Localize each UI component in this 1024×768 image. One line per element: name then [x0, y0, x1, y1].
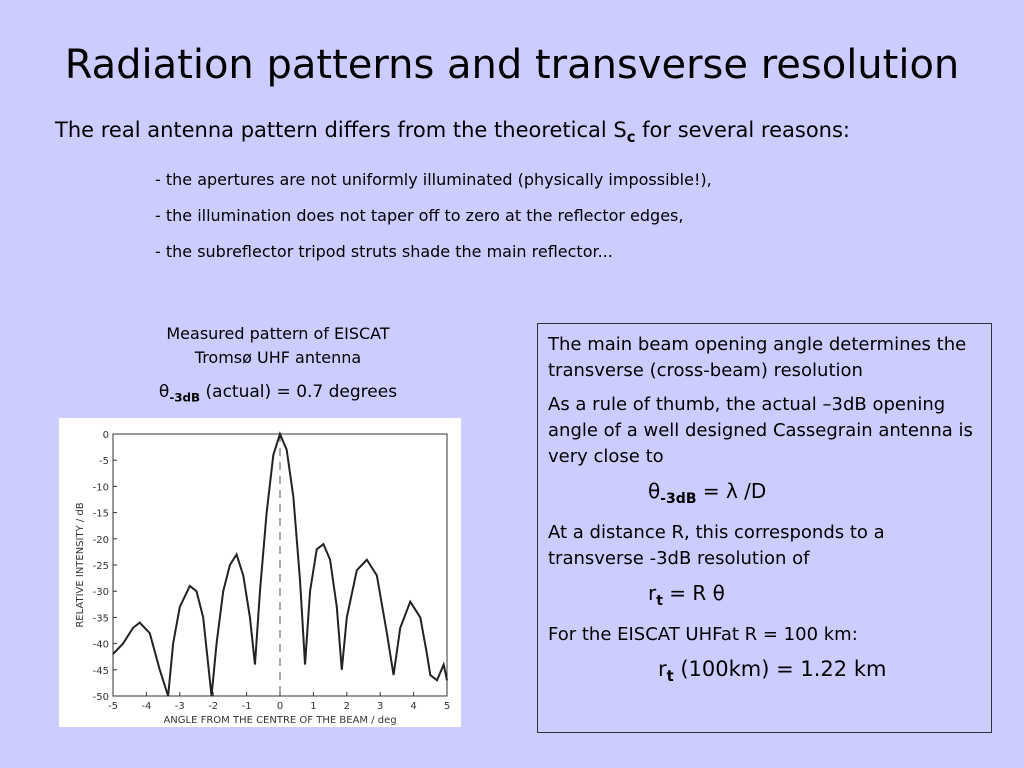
y-axis-label: RELATIVE INTENSITY / dB — [75, 502, 86, 627]
formula-part: r — [648, 581, 657, 605]
chart: ANGLE FROM THE CENTRE OF THE BEAM / deg … — [59, 418, 461, 727]
figure-caption: Measured pattern of EISCAT Tromsø UHF ant… — [118, 322, 438, 370]
y-tick-label: 0 — [103, 430, 109, 441]
slide-title: Radiation patterns and transverse resolu… — [64, 42, 960, 88]
y-tick-label: -50 — [93, 692, 109, 703]
x-tick-label: -4 — [141, 701, 151, 712]
text-box: The main beam opening angle determines t… — [537, 323, 992, 733]
y-tick-label: -30 — [93, 587, 109, 598]
formula: rt = R θ — [548, 580, 981, 614]
reason: - the illumination does not taper off to… — [155, 206, 684, 225]
theta-symbol: θ — [158, 382, 170, 402]
x-tick-label: 1 — [310, 701, 316, 712]
formula-part: θ — [648, 479, 661, 503]
chart-image: ANGLE FROM THE CENTRE OF THE BEAM / deg … — [59, 418, 461, 731]
paragraph: The main beam opening angle determines t… — [548, 334, 967, 381]
y-tick-label: -5 — [99, 456, 109, 467]
x-tick-label: 4 — [410, 701, 416, 712]
x-tick-label: 2 — [344, 701, 350, 712]
formula-sub: t — [656, 593, 663, 609]
paragraph: For the EISCAT UHFat R = 100 km: — [548, 624, 858, 645]
figure-theta: θ-3dB (actual) = 0.7 degrees — [118, 382, 438, 404]
formula-part: (100km) = 1.22 km — [673, 657, 887, 681]
intro-text: The real antenna pattern differs from th… — [55, 118, 627, 142]
intro-sub: c — [626, 129, 636, 147]
formula: θ-3dB = λ /D — [548, 478, 981, 512]
reason: - the apertures are not uniformly illumi… — [155, 170, 712, 189]
y-tick-label: -10 — [93, 482, 109, 493]
theta-text: (actual) = 0.7 degrees — [200, 382, 398, 402]
y-tick-label: -35 — [93, 613, 109, 624]
y-tick-label: -20 — [93, 535, 109, 546]
chart-background — [59, 418, 461, 727]
x-tick-label: -3 — [175, 701, 185, 712]
x-tick-label: -5 — [108, 701, 118, 712]
formula-part: r — [658, 657, 667, 681]
y-tick-label: -15 — [93, 509, 109, 520]
caption-line: Measured pattern of EISCAT — [166, 324, 390, 343]
x-axis-label: ANGLE FROM THE CENTRE OF THE BEAM / deg — [163, 715, 396, 726]
paragraph: At a distance R, this corresponds to a t… — [548, 522, 885, 569]
formula-part: = R θ — [662, 581, 725, 605]
x-tick-label: 5 — [444, 701, 450, 712]
y-tick-label: -25 — [93, 561, 109, 572]
intro-tail: for several reasons: — [635, 118, 850, 142]
y-tick-label: -40 — [93, 640, 109, 651]
formula: rt (100km) = 1.22 km — [548, 656, 981, 690]
reason: - the subreflector tripod struts shade t… — [155, 242, 613, 261]
x-tick-label: -1 — [242, 701, 252, 712]
pattern-line — [112, 431, 448, 697]
formula-sub: t — [666, 668, 674, 686]
y-tick-label: -45 — [93, 666, 109, 677]
x-tick-label: -2 — [208, 701, 218, 712]
paragraph: As a rule of thumb, the actual –3dB open… — [548, 394, 973, 467]
intro: The real antenna pattern differs from th… — [55, 118, 850, 146]
x-tick-label: 3 — [377, 701, 383, 712]
x-tick-label: 0 — [277, 701, 283, 712]
formula-part: = λ /D — [696, 479, 767, 503]
formula-sub: -3dB — [660, 491, 697, 507]
caption-line: Tromsø UHF antenna — [194, 348, 362, 367]
theta-sub: -3dB — [169, 390, 201, 405]
